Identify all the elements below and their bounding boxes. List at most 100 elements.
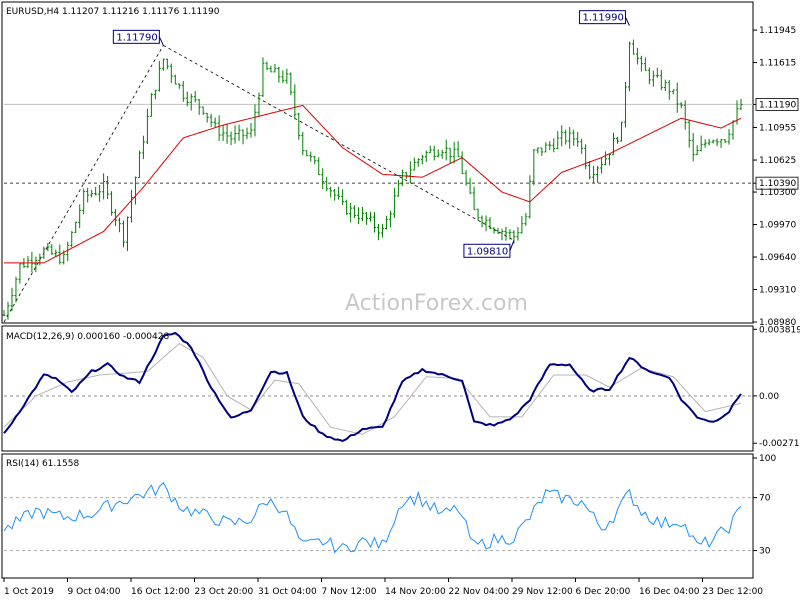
price-bar — [86, 187, 90, 203]
price-bar — [635, 47, 639, 65]
x-tick-label: 22 Nov 04:00 — [449, 587, 510, 597]
price-bar — [731, 120, 735, 140]
price-bar — [66, 241, 70, 262]
price-bar — [177, 83, 181, 89]
price-bar — [679, 102, 683, 109]
price-bar — [472, 186, 476, 211]
price-bar — [26, 255, 30, 269]
price-bar — [221, 124, 225, 141]
price-ytick-label: 1.10955 — [759, 124, 796, 134]
price-bar — [667, 79, 671, 100]
price-bar — [249, 123, 253, 138]
price-bar — [671, 89, 675, 95]
callout-box — [463, 243, 511, 258]
price-bar — [133, 176, 137, 205]
price-bar — [556, 131, 560, 150]
macd-main-line — [3, 331, 742, 442]
price-bar — [70, 231, 74, 248]
macd-panel: 0.003819 0.00 -0.002713 — [3, 325, 800, 449]
price-bar — [528, 175, 532, 219]
price-bar — [297, 112, 301, 140]
moving-average-line — [4, 104, 742, 264]
price-ytick-label: 1.11190 — [759, 100, 796, 110]
price-bar — [201, 106, 205, 115]
x-axis: 1 Oct 2019 9 Oct 04:00 16 Oct 12:00 23 Oct … — [3, 578, 763, 597]
price-bar — [74, 221, 78, 233]
price-bar — [78, 204, 82, 229]
price-bar — [122, 220, 126, 248]
price-bar — [687, 119, 691, 148]
price-bar — [655, 67, 659, 78]
price-bar — [2, 310, 6, 317]
price-bar — [500, 228, 504, 241]
macd-ytick-label: 0.003819 — [759, 325, 800, 335]
callout-leader — [509, 240, 515, 251]
price-ytick-label: 1.10625 — [759, 156, 796, 166]
price-bar — [54, 249, 58, 257]
x-tick-label: 7 Nov 12:00 — [322, 587, 377, 597]
price-bar — [157, 60, 161, 92]
price-bar — [600, 157, 604, 174]
price-bar — [484, 215, 488, 232]
price-bar — [145, 108, 149, 145]
price-bar — [631, 39, 635, 55]
callout-leader — [625, 16, 630, 26]
price-bar — [420, 154, 424, 165]
price-bar — [380, 223, 384, 238]
price-bar — [273, 63, 277, 73]
price-bar — [205, 112, 209, 123]
price-bar — [436, 149, 440, 158]
price-bar — [376, 223, 380, 241]
rsi-ytick-label: 30 — [759, 547, 771, 557]
rsi-ytick-label: 70 — [759, 494, 771, 504]
price-bar — [516, 227, 520, 241]
price-bar — [50, 244, 54, 256]
price-bar — [408, 161, 412, 183]
price-bar — [369, 211, 373, 222]
price-bar — [309, 151, 313, 162]
price-bar — [384, 215, 388, 230]
price-bar — [508, 229, 512, 240]
price-bar — [416, 158, 420, 167]
price-bar — [703, 139, 707, 148]
price-bar — [488, 217, 492, 230]
price-bar — [6, 301, 10, 320]
price-bar — [424, 150, 428, 163]
price-bar — [564, 129, 568, 145]
price-bar — [365, 212, 369, 225]
price-bar — [580, 138, 584, 154]
price-bar — [560, 125, 564, 147]
price-bar — [711, 139, 715, 144]
price-ytick-label: 1.08980 — [759, 318, 796, 328]
price-bar — [34, 256, 38, 273]
price-panel: 1.11790 1.11990 1.09810 1.11945 1.11615 1.111… — [2, 10, 799, 328]
x-tick-label: 16 Oct 12:00 — [131, 587, 190, 597]
price-bar — [659, 69, 663, 91]
price-bar — [361, 206, 365, 222]
price-bar — [616, 136, 620, 144]
price-ytick-label: 1.11615 — [759, 59, 796, 69]
price-bar — [584, 144, 588, 170]
price-bar — [444, 139, 448, 161]
price-bar — [261, 57, 265, 97]
callout-box — [112, 29, 160, 44]
price-bar — [245, 127, 249, 140]
price-bar — [504, 226, 508, 241]
x-tick-label: 6 Dec 20:00 — [576, 587, 631, 597]
price-bar — [253, 104, 257, 137]
callout-box — [578, 10, 626, 25]
price-bar — [10, 287, 14, 312]
price-bar — [265, 61, 269, 71]
price-ytick-label: 1.11945 — [759, 26, 796, 36]
price-bar — [337, 186, 341, 200]
price-bar — [213, 117, 217, 127]
price-bar — [125, 216, 129, 251]
price-bar — [98, 185, 102, 202]
price-ytick-label: 1.09970 — [759, 221, 796, 231]
x-tick-label: 31 Oct 04:00 — [258, 587, 317, 597]
price-ytick-label: 1.09640 — [759, 253, 796, 263]
price-bar — [321, 168, 325, 190]
callout-leader — [158, 36, 164, 46]
price-bar — [229, 131, 233, 146]
